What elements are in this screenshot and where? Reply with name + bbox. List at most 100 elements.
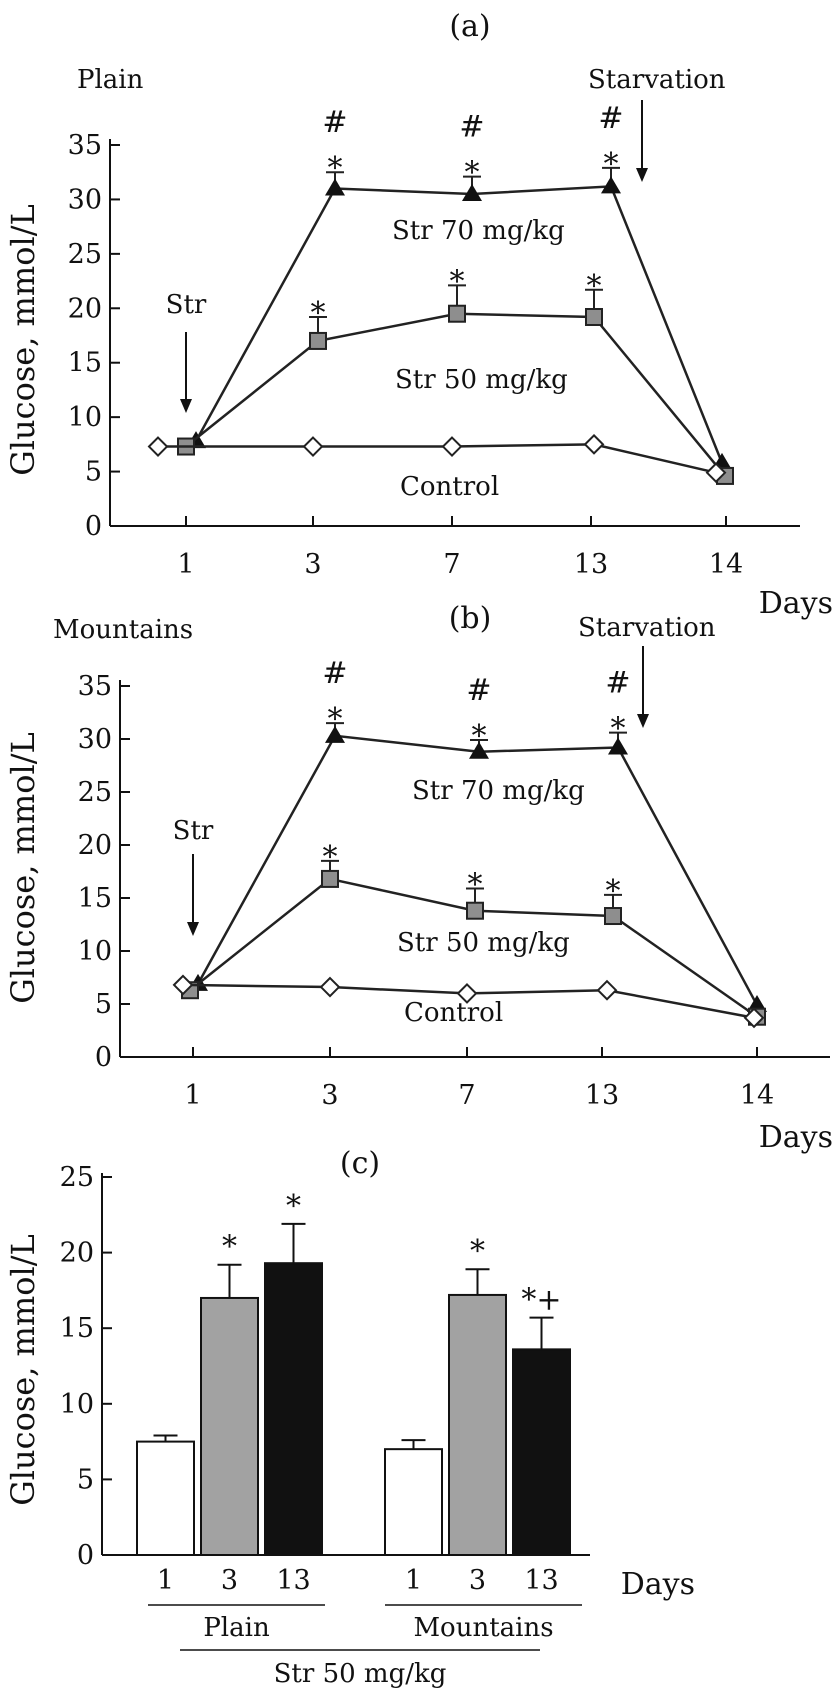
panel-a-y-tick-label: 35 bbox=[68, 130, 102, 161]
panel-b-point-square bbox=[321, 869, 339, 888]
panel-c-y-axis-label: Glucose, mmol/L bbox=[4, 1234, 42, 1506]
panel-b-series-label: Str 70 mg/kg bbox=[412, 776, 585, 806]
panel-c-group-mountains bbox=[384, 1268, 582, 1606]
panel-c-label: (c) bbox=[340, 1146, 380, 1181]
panel-c-x-tick-label: 3 bbox=[221, 1565, 238, 1596]
panel-a-series-line bbox=[158, 443, 717, 474]
panel-a-hash-marker: # bbox=[459, 110, 484, 145]
panel-a-x-tick-label: 13 bbox=[574, 549, 608, 580]
panel-a-point-diamond bbox=[302, 436, 324, 457]
panel-c-bar bbox=[384, 1448, 443, 1557]
panel-b-y-tick-label: 35 bbox=[78, 671, 112, 702]
panel-a-y-tick-label: 0 bbox=[85, 511, 102, 542]
panel-a-asterisk-marker: * bbox=[311, 296, 326, 331]
arrow-head bbox=[636, 168, 648, 182]
panel-a-asterisk-marker: * bbox=[604, 147, 619, 182]
panel-b-label: (b) bbox=[449, 601, 492, 636]
panel-c-y-tick-label: 20 bbox=[60, 1238, 94, 1269]
panel-b-str-label: Str bbox=[173, 816, 214, 846]
panel-c-x-tick-label: 13 bbox=[276, 1565, 310, 1596]
panel-b-y-tick-label: 15 bbox=[78, 883, 112, 914]
panel-a-series-label: Control bbox=[400, 472, 499, 502]
panel-b-asterisk-marker: * bbox=[611, 712, 626, 747]
panel-c-group-label: Mountains bbox=[413, 1613, 553, 1643]
panel-a-point-triangle bbox=[601, 176, 621, 194]
panel-c-x-tick-label: 13 bbox=[524, 1565, 558, 1596]
panel-b-y-tick-label: 20 bbox=[78, 830, 112, 861]
panel-b-point-diamond bbox=[743, 1007, 765, 1029]
panel-b-starvation-label: Starvation bbox=[578, 613, 716, 643]
panel-a-point-triangle bbox=[462, 183, 482, 201]
panel-c-bar bbox=[136, 1440, 195, 1556]
panel-a-point-square bbox=[448, 304, 466, 323]
panel-b-point-diamond bbox=[456, 982, 478, 1004]
panel-a-hash-marker: # bbox=[598, 101, 623, 136]
panel-b-asterisk-marker: * bbox=[468, 867, 483, 902]
panel-a-y-tick-label: 10 bbox=[68, 402, 102, 433]
panel-a-y-tick-label: 5 bbox=[85, 457, 102, 488]
panel-a-point-square bbox=[585, 307, 603, 326]
panel-a-y-tick-label: 30 bbox=[68, 184, 102, 215]
panel-c-y-tick-label: 25 bbox=[60, 1162, 94, 1193]
panel-b-hash-marker: # bbox=[322, 656, 347, 691]
panel-b-x-tick-label: 7 bbox=[458, 1080, 475, 1111]
panel-a-point-diamond bbox=[147, 436, 169, 457]
panel-b-point-diamond bbox=[172, 974, 194, 996]
panel-a-starvation-label: Starvation bbox=[588, 65, 726, 95]
panel-b-point-square bbox=[466, 901, 484, 920]
panel-a-str-label: Str bbox=[166, 290, 207, 320]
panel-b-x-tick-label: 14 bbox=[740, 1080, 774, 1111]
arrow-head bbox=[187, 922, 199, 936]
panel-b-asterisk-marker: * bbox=[472, 719, 487, 754]
panel-c-y-tick-label: 5 bbox=[77, 1464, 94, 1495]
panel-c-y-tick-label: 15 bbox=[60, 1313, 94, 1344]
arrow-head bbox=[637, 714, 649, 728]
panel-b-starvation-arrow bbox=[637, 646, 649, 728]
panel-c-bar bbox=[200, 1296, 259, 1556]
panel-a-str-arrow bbox=[180, 332, 192, 413]
panel-a-asterisk-marker: * bbox=[450, 264, 465, 299]
panel-b-series-label: Str 50 mg/kg bbox=[397, 928, 570, 958]
panel-a-asterisk-marker: * bbox=[465, 156, 480, 191]
panel-a-series-diamond bbox=[147, 433, 727, 484]
panel-a-x-tick-label: 14 bbox=[709, 549, 743, 580]
panel-b-point-triangle bbox=[469, 741, 489, 759]
panel-b-point-triangle bbox=[608, 737, 628, 755]
panel-c-significance-marker: *+ bbox=[521, 1283, 561, 1318]
panel-c-x-tick-label: 1 bbox=[157, 1565, 174, 1596]
panel-b-x-tick-label: 3 bbox=[321, 1080, 338, 1111]
panel-a-label: (a) bbox=[449, 9, 490, 44]
panel-b-y-tick-label: 5 bbox=[95, 989, 112, 1020]
panel-b-y-axis-label: Glucose, mmol/L bbox=[4, 732, 42, 1004]
panel-a-point-diamond bbox=[441, 436, 463, 457]
panel-a-asterisk-marker: * bbox=[587, 269, 602, 304]
panel-b-point-diamond bbox=[319, 976, 341, 998]
panel-a-series-label: Str 70 mg/kg bbox=[392, 216, 565, 246]
panel-b-series-label: Control bbox=[404, 998, 503, 1028]
panel-b-x-tick-label: 13 bbox=[585, 1080, 619, 1111]
panel-a-hash-marker: # bbox=[322, 105, 347, 140]
panel-c-bar bbox=[512, 1348, 571, 1557]
panel-a-series-label: Str 50 mg/kg bbox=[395, 365, 568, 395]
panel-a-y-tick-label: 25 bbox=[68, 239, 102, 270]
panel-a-series-square bbox=[177, 284, 734, 485]
panel-b-asterisk-marker: * bbox=[328, 702, 343, 737]
panel-c-y-tick-label: 10 bbox=[60, 1389, 94, 1420]
panel-b-point-triangle bbox=[325, 725, 345, 743]
panel-a-x-tick-label: 1 bbox=[177, 549, 194, 580]
panel-b-corner-label: Mountains bbox=[53, 615, 193, 645]
panel-b-x-tick-label: 1 bbox=[184, 1080, 201, 1111]
panel-c-significance-marker: * bbox=[222, 1230, 237, 1265]
panel-c-y-tick-label: 0 bbox=[77, 1540, 94, 1571]
panel-b-y-tick-label: 25 bbox=[78, 777, 112, 808]
arrow-head bbox=[180, 399, 192, 413]
panel-a-x-tick-label: 7 bbox=[443, 549, 460, 580]
panel-a-point-diamond bbox=[705, 462, 727, 484]
panel-a-y-tick-label: 20 bbox=[68, 293, 102, 324]
panel-c-bar bbox=[448, 1293, 507, 1557]
panel-c-x-tick-label: 1 bbox=[405, 1565, 422, 1596]
panel-a-starvation-arrow bbox=[636, 100, 648, 182]
panel-c-group-plain bbox=[136, 1222, 325, 1606]
panel-b-y-tick-label: 10 bbox=[78, 936, 112, 967]
